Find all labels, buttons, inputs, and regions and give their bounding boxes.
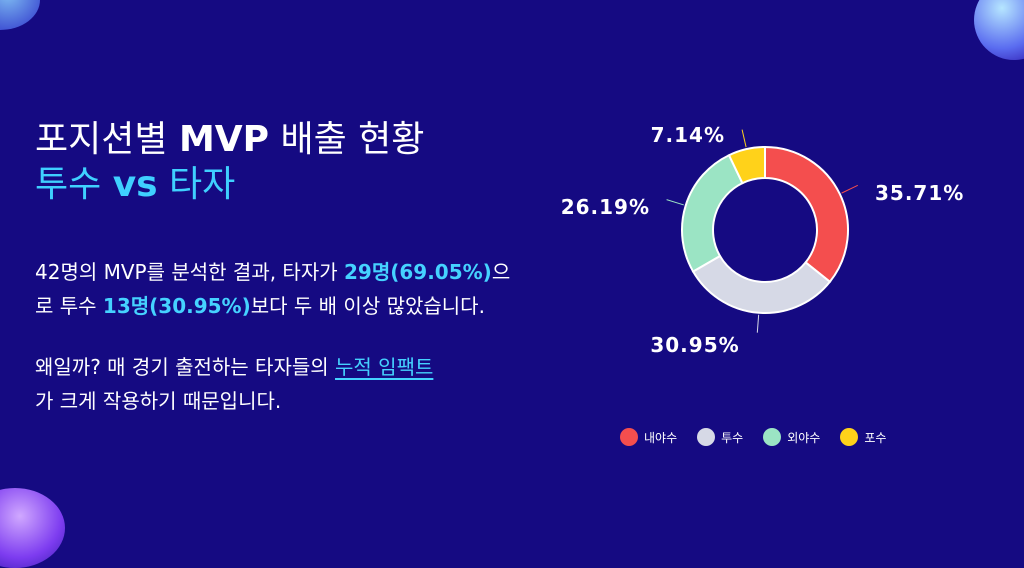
title-line-2: 투수 vs 타자 xyxy=(35,164,236,205)
legend-item-outfielder: 외야수 xyxy=(763,428,820,446)
donut-slice-outfielder xyxy=(681,153,744,273)
analysis-paragraph: 42명의 MVP를 분석한 결과, 타자가 29명(69.05%)으 로 투수 1… xyxy=(35,260,511,318)
legend-swatch xyxy=(763,428,782,446)
data-label-catcher: 7.14% xyxy=(651,123,725,147)
hitter-count-highlight: 29명(69.05%) xyxy=(344,260,492,284)
data-label-infielder: 35.71% xyxy=(875,181,964,205)
decorative-blob-top-left xyxy=(0,0,40,30)
donut-slice-catcher xyxy=(727,145,766,185)
leader-line-outfielder xyxy=(666,199,684,206)
reason-paragraph: 왜일까? 매 경기 출전하는 타자들의 누적 임팩트 가 크게 작용하기 때문입니… xyxy=(35,355,434,413)
title-line-1: 포지션별 MVP 배출 현황 xyxy=(35,119,425,160)
decorative-blob-top-right xyxy=(974,0,1024,60)
page-title: 포지션별 MVP 배출 현황 투수 vs 타자 xyxy=(35,118,424,208)
chart-legend: 내야수 투수 외야수 포수 xyxy=(620,428,886,446)
donut-slice-pitcher xyxy=(691,254,832,314)
leader-line-catcher xyxy=(741,129,747,148)
data-label-outfielder: 26.19% xyxy=(561,195,650,219)
leader-line-pitcher xyxy=(756,314,760,333)
donut-slice-infielder xyxy=(764,145,849,284)
legend-item-pitcher: 투수 xyxy=(697,428,743,446)
leader-line-infielder xyxy=(841,184,859,194)
decorative-blob-bottom-left xyxy=(0,488,65,568)
legend-swatch xyxy=(697,428,716,446)
legend-swatch xyxy=(620,428,638,446)
pitcher-count-highlight: 13명(30.95%) xyxy=(102,294,251,318)
position-donut-chart: 35.71% 30.95% 26.19% 7.14% xyxy=(561,123,964,357)
legend-item-infielder: 내야수 xyxy=(620,428,677,446)
cumulative-impact-link[interactable]: 누적 임팩트 xyxy=(335,355,434,379)
legend-item-catcher: 포수 xyxy=(840,428,886,446)
legend-swatch xyxy=(840,428,859,446)
data-label-pitcher: 30.95% xyxy=(650,333,739,357)
